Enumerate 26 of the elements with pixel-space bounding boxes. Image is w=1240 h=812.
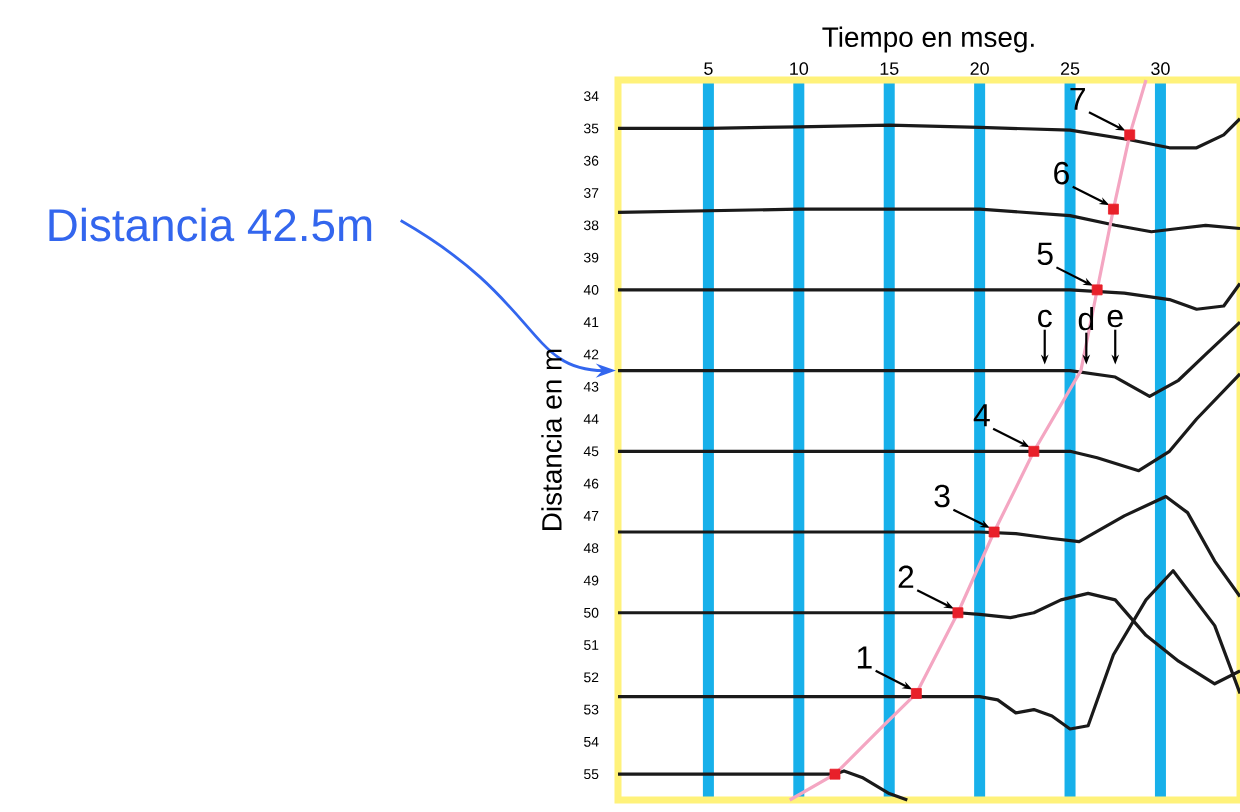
x-axis-title: Tiempo en mseg. — [822, 26, 1034, 53]
annotation: 2 — [898, 565, 914, 588]
y-axis-title: Distancia en m — [541, 349, 562, 530]
point — [1028, 445, 1040, 457]
x-tick-label: 10 — [790, 62, 809, 75]
point — [1108, 203, 1119, 215]
annotation: e — [1107, 309, 1123, 328]
point — [829, 768, 841, 780]
line-series — [616, 207, 1240, 234]
annotation: 3 — [934, 484, 950, 508]
x-tick-label: 5 — [704, 62, 713, 75]
point — [1091, 284, 1103, 296]
x-tick-label: 15 — [880, 62, 899, 75]
x-tick-label: 30 — [1151, 62, 1170, 75]
annotation: 5 — [1037, 242, 1053, 265]
x-tick-label: 20 — [970, 62, 989, 75]
annotation: c — [1038, 309, 1052, 328]
annotation: 1 — [857, 646, 872, 669]
line-series — [616, 117, 1240, 150]
point — [910, 688, 922, 699]
x-tick-label: 25 — [1060, 62, 1080, 75]
point — [952, 607, 964, 619]
point — [988, 526, 1000, 538]
annotation: Distancia 42.5m — [49, 207, 372, 242]
annotation: d — [1078, 306, 1094, 331]
point — [1124, 129, 1136, 141]
